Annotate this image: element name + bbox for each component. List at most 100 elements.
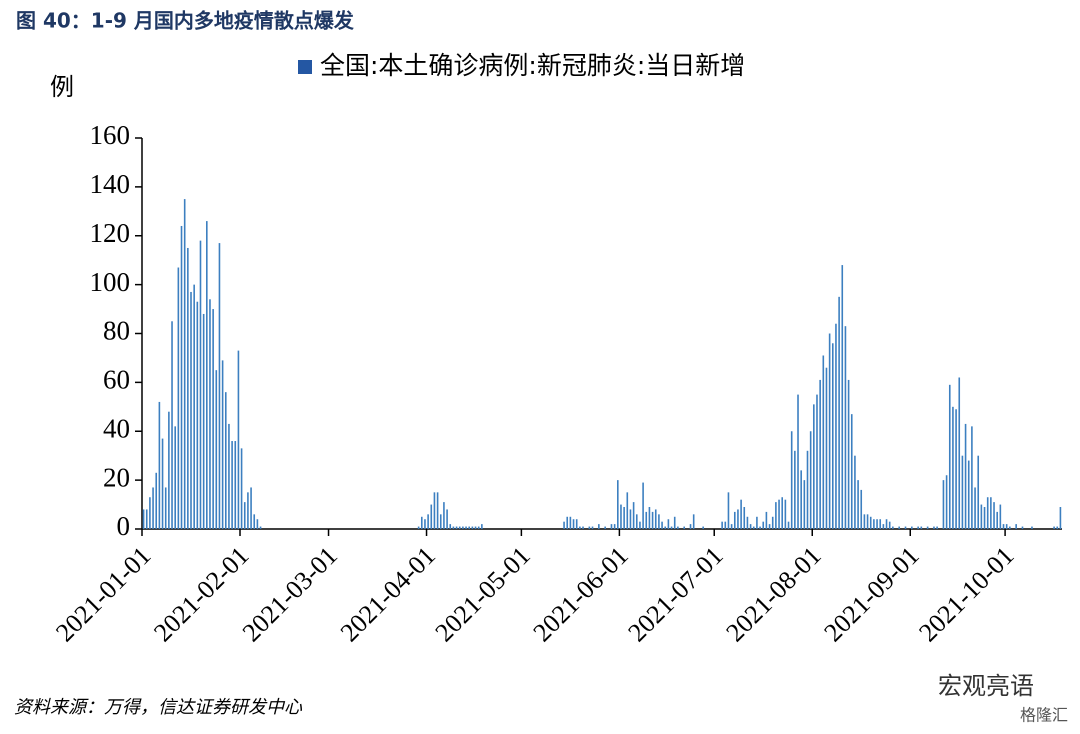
- bar: [477, 526, 480, 529]
- bar: [749, 524, 752, 529]
- bar: [177, 267, 180, 529]
- bar: [190, 291, 192, 529]
- bar: [844, 326, 847, 529]
- bar: [436, 492, 439, 529]
- bar: [806, 450, 809, 529]
- bar: [433, 492, 436, 529]
- bar: [775, 502, 777, 529]
- x-tick-label: 2021-10-01: [913, 541, 1019, 647]
- bar: [575, 519, 578, 529]
- legend-swatch: [298, 60, 312, 74]
- bar: [885, 519, 888, 529]
- bar: [250, 487, 252, 529]
- bar: [1031, 526, 1033, 529]
- bar: [651, 511, 654, 529]
- bar: [825, 367, 828, 529]
- bar: [420, 516, 423, 529]
- bar: [455, 526, 458, 529]
- bar: [765, 511, 768, 529]
- bar: [784, 499, 787, 529]
- bar: [458, 526, 461, 529]
- bar: [648, 507, 651, 529]
- bar: [569, 516, 572, 529]
- bar: [961, 455, 964, 529]
- bar: [689, 524, 692, 529]
- bar: [629, 509, 632, 529]
- bar: [180, 225, 183, 529]
- bar: [218, 243, 221, 530]
- bar: [209, 299, 211, 529]
- bar: [572, 519, 575, 529]
- bar: [212, 309, 214, 529]
- bar: [417, 526, 420, 529]
- y-tick-label: 40: [103, 413, 130, 443]
- bar: [999, 504, 1002, 529]
- bar: [813, 404, 815, 529]
- bar: [588, 526, 591, 529]
- bar: [733, 511, 736, 529]
- bar: [231, 441, 233, 529]
- bar: [841, 265, 844, 529]
- bar: [187, 247, 189, 529]
- bar: [174, 426, 176, 529]
- bar: [727, 492, 730, 529]
- y-tick-label: 100: [90, 267, 131, 297]
- watermark: 宏观亮语: [938, 672, 1034, 700]
- bar: [610, 524, 613, 529]
- legend-label: 全国:本土确诊病例:新冠肺炎:当日新增: [320, 51, 745, 80]
- bar: [743, 507, 746, 529]
- bar: [977, 455, 980, 529]
- bar: [702, 526, 704, 529]
- bar: [898, 526, 900, 529]
- bar: [183, 199, 186, 529]
- y-tick-label: 160: [90, 120, 131, 150]
- bar: [876, 519, 878, 529]
- bar: [816, 394, 818, 529]
- bar: [424, 519, 426, 529]
- bar: [1005, 524, 1008, 529]
- bar: [677, 526, 679, 529]
- bar: [822, 355, 825, 529]
- bar: [942, 480, 945, 529]
- bar: [202, 313, 205, 529]
- bar: [1009, 526, 1011, 529]
- x-tick-label: 2021-05-01: [430, 541, 536, 647]
- bar: [933, 526, 935, 529]
- bar: [579, 526, 581, 529]
- bar: [771, 516, 774, 529]
- bar: [917, 526, 919, 529]
- x-tick-label: 2021-01-01: [50, 541, 156, 647]
- x-tick-label: 2021-06-01: [528, 541, 634, 647]
- y-tick-label: 60: [103, 365, 130, 395]
- y-tick-label: 80: [103, 316, 130, 346]
- bar: [967, 460, 970, 529]
- bar: [1053, 526, 1055, 529]
- bar: [152, 487, 154, 529]
- bar: [623, 507, 625, 529]
- bar: [237, 350, 240, 529]
- bar: [863, 514, 866, 529]
- bar: [986, 497, 989, 529]
- bar: [873, 519, 875, 529]
- bar: [670, 526, 673, 529]
- bar: [803, 480, 806, 529]
- bar: [613, 524, 616, 529]
- bar: [658, 514, 660, 529]
- bar: [439, 514, 442, 529]
- bar: [721, 521, 723, 529]
- bar: [1021, 526, 1024, 529]
- x-tick-label: 2021-07-01: [622, 541, 728, 647]
- source-note: 资料来源：万得，信达证券研发中心: [14, 697, 303, 718]
- bar: [617, 480, 619, 529]
- bar: [1015, 524, 1017, 529]
- chart-title: 图 40：1-9 月国内多地疫情散点爆发: [16, 9, 355, 33]
- bar: [955, 409, 957, 529]
- bar: [787, 521, 790, 529]
- bar: [809, 431, 812, 529]
- bar: [692, 514, 695, 529]
- bar: [639, 521, 641, 529]
- bar: [474, 526, 477, 529]
- bar: [904, 526, 907, 529]
- bar: [240, 448, 243, 529]
